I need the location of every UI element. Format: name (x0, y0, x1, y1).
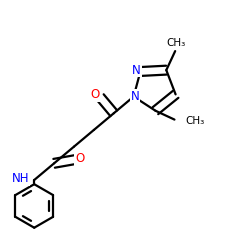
Text: N: N (132, 64, 141, 77)
Text: CH₃: CH₃ (167, 38, 186, 48)
Text: CH₃: CH₃ (186, 116, 205, 126)
Text: NH: NH (12, 172, 30, 185)
Text: O: O (75, 152, 85, 165)
Text: O: O (91, 88, 100, 101)
Text: N: N (130, 90, 139, 103)
